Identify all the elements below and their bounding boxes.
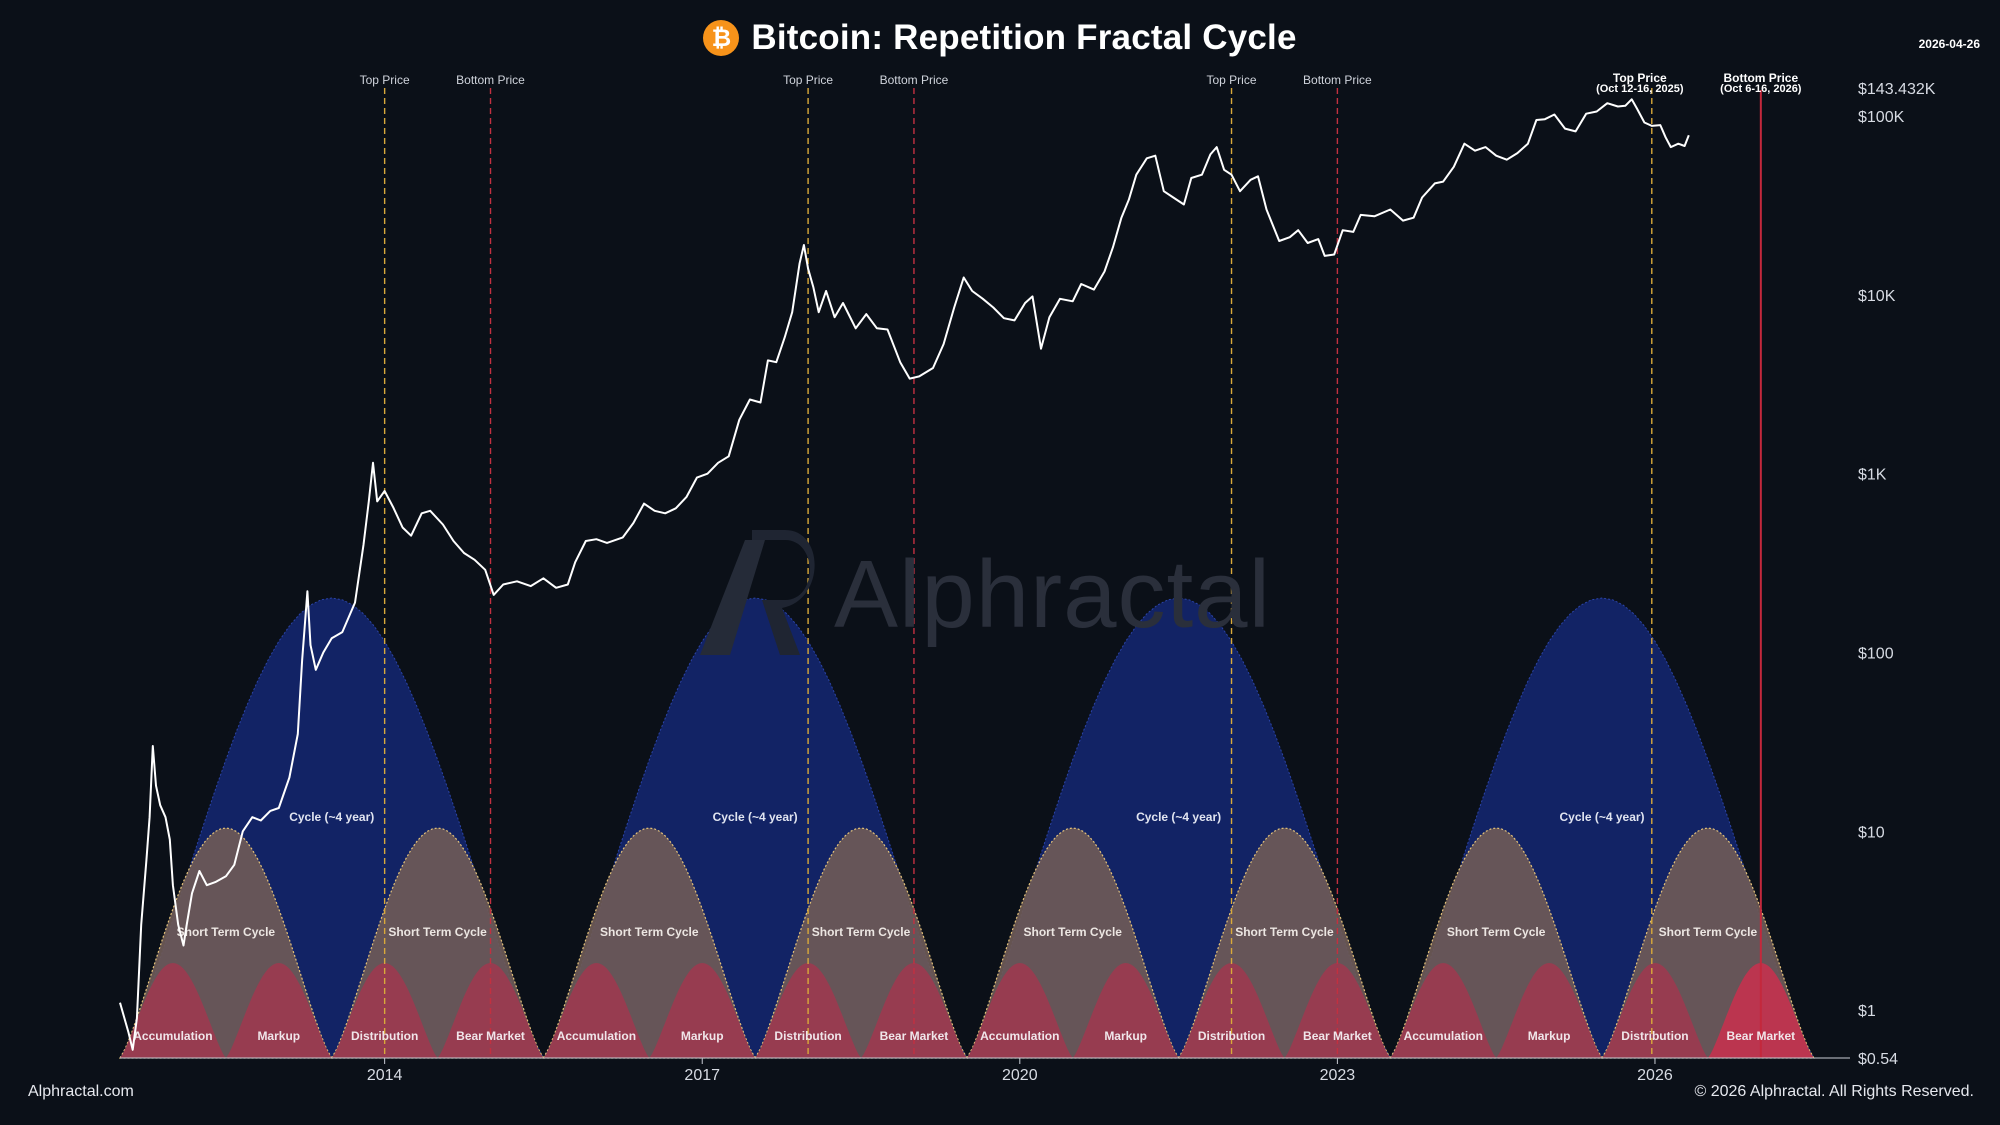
footer-copyright: © 2026 Alphractal. All Rights Reserved. — [1694, 1083, 1975, 1100]
x-tick-label: 2017 — [684, 1067, 720, 1084]
footer-site: Alphractal.com — [28, 1083, 134, 1100]
cycle-label: Cycle (~4 year) — [289, 810, 374, 824]
cycle-label: Cycle (~4 year) — [1560, 810, 1645, 824]
phase-label: Distribution — [351, 1029, 418, 1043]
phase-label: Bear Market — [1726, 1029, 1795, 1043]
short-cycle-label: Short Term Cycle — [812, 925, 911, 939]
y-tick-label: $1K — [1858, 467, 1887, 484]
phase-area-accumulation — [120, 963, 226, 1058]
annotations: Top Price(Oct 12-16, 2025) Bottom Price(O… — [1596, 71, 1802, 95]
phase-label: Bear Market — [880, 1029, 949, 1043]
chart-date: 2026-04-26 — [1918, 37, 1980, 51]
x-tick-label: 2023 — [1320, 1067, 1356, 1084]
annotation-title: Top Price — [1613, 71, 1667, 85]
short-cycle-label: Short Term Cycle — [600, 925, 699, 939]
y-tick-label: $1 — [1858, 1003, 1876, 1020]
cycle-label: Cycle (~4 year) — [713, 810, 798, 824]
y-tick-label: $143.432K — [1858, 81, 1936, 98]
axes: 2014 2017 2020 2023 2026 $143.432K $100K $10K $1… — [120, 81, 1936, 1084]
phase-area-accumulation — [1390, 963, 1497, 1058]
phase-area-accumulation — [966, 963, 1073, 1058]
top-price-label: Top Price — [360, 73, 410, 87]
short-cycle-label: Short Term Cycle — [1659, 925, 1758, 939]
bottom-price-label: Bottom Price — [880, 73, 949, 87]
phase-area-accumulation — [543, 963, 650, 1058]
top-price-label: Top Price — [1207, 73, 1257, 87]
phase-area-markup — [225, 963, 332, 1058]
short-cycle-label: Short Term Cycle — [177, 925, 276, 939]
phase-area-markup — [1072, 963, 1179, 1058]
phase-area-distribution — [1602, 963, 1708, 1058]
phase-label: Bear Market — [1303, 1029, 1372, 1043]
cycle-labels: Accumulation Markup Distribution Bear Marke… — [133, 810, 1795, 1043]
top-price-label: Top Price — [783, 73, 833, 87]
y-tick-label: $10K — [1858, 288, 1896, 305]
phase-area-markup — [1496, 963, 1602, 1058]
bottom-price-label: Bottom Price — [1303, 73, 1372, 87]
cycle-areas — [118, 597, 1815, 1059]
price-series — [119, 98, 1690, 1051]
price-line — [119, 98, 1690, 1051]
phase-area-markup — [649, 963, 756, 1058]
cycle-label: Cycle (~4 year) — [1136, 810, 1221, 824]
y-tick-label: $10 — [1858, 824, 1885, 841]
phase-label: Accumulation — [133, 1029, 212, 1043]
short-cycle-label: Short Term Cycle — [1447, 925, 1546, 939]
annotation-date: (Oct 12-16, 2025) — [1596, 83, 1684, 95]
x-tick-label: 2020 — [1002, 1067, 1038, 1084]
phase-label: Accumulation — [1404, 1029, 1483, 1043]
x-tick-label: 2026 — [1637, 1067, 1673, 1084]
short-cycle-label: Short Term Cycle — [1023, 925, 1122, 939]
phase-label: Distribution — [774, 1029, 841, 1043]
phase-label: Markup — [1104, 1029, 1147, 1043]
annotation-title: Bottom Price — [1723, 71, 1798, 85]
y-tick-label: $100K — [1858, 109, 1905, 126]
y-tick-label: $0.54 — [1858, 1051, 1898, 1068]
short-cycle-label: Short Term Cycle — [388, 925, 487, 939]
phase-label: Accumulation — [980, 1029, 1059, 1043]
x-tick-label: 2014 — [367, 1067, 403, 1084]
y-tick-label: $100 — [1858, 645, 1894, 662]
phase-label: Distribution — [1198, 1029, 1265, 1043]
phase-label: Distribution — [1621, 1029, 1688, 1043]
vertical-marker-lines: Top Price Bottom Price Top Price Bottom Pri… — [360, 73, 1762, 1058]
phase-label: Markup — [257, 1029, 300, 1043]
bottom-price-label: Bottom Price — [456, 73, 525, 87]
short-cycle-label: Short Term Cycle — [1235, 925, 1334, 939]
phase-label: Accumulation — [557, 1029, 636, 1043]
phase-label: Markup — [1528, 1029, 1571, 1043]
phase-label: Bear Market — [456, 1029, 525, 1043]
phase-label: Markup — [681, 1029, 724, 1043]
annotation-date: (Oct 6-16, 2026) — [1720, 83, 1802, 95]
